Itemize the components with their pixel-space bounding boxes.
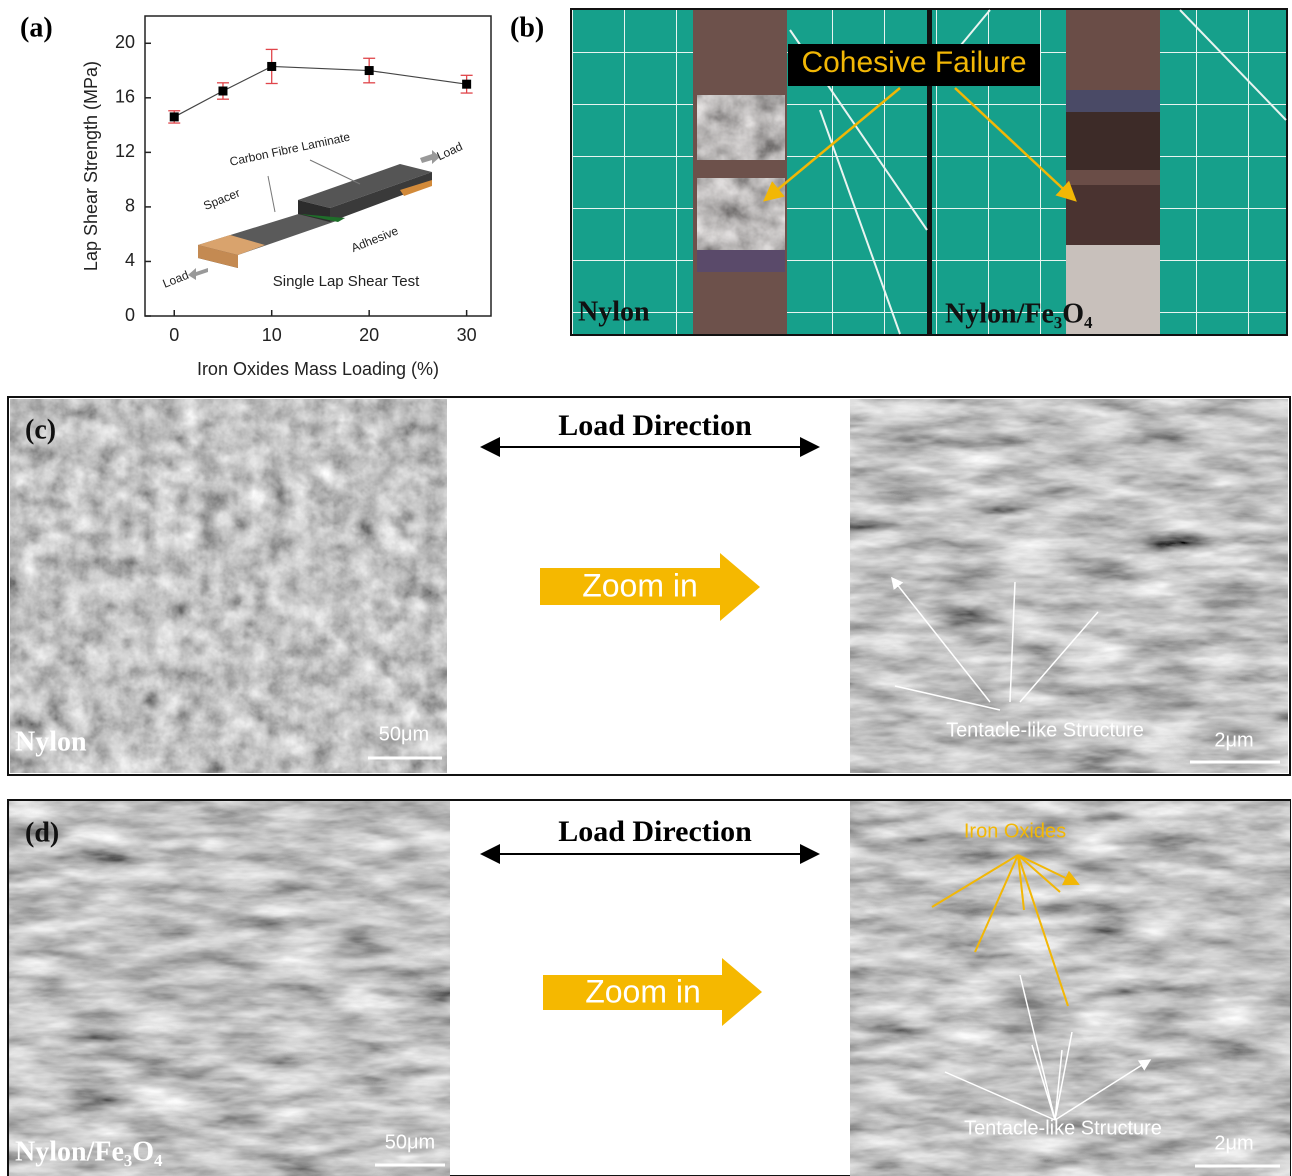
panel-a: (a) Lap Shear Strength (MPa) Iron Oxides… <box>20 12 491 378</box>
panel-label: (c) <box>25 414 56 445</box>
callout: Cohesive Failure <box>801 46 1026 79</box>
feature-label: Tentacle-like Structure <box>946 719 1144 741</box>
particles-label: Iron Oxides <box>964 820 1066 842</box>
annotation: Load <box>161 268 191 291</box>
zoom-label: Zoom in <box>585 973 701 1009</box>
x-tick-label: 20 <box>359 325 379 345</box>
x-tick-label: 10 <box>262 325 282 345</box>
plot-frame <box>145 16 491 316</box>
x-tick-label: 0 <box>169 325 179 345</box>
feature-label: Tentacle-like Structure <box>964 1117 1162 1139</box>
y-tick-label: 20 <box>115 32 135 52</box>
panel-label: (a) <box>20 12 53 43</box>
scale-label: 2μm <box>1214 1132 1253 1154</box>
data-point <box>267 62 276 71</box>
caption: Nylon <box>15 726 87 757</box>
lap-shear-schematic <box>188 150 440 280</box>
direction-label: Load Direction <box>558 409 752 442</box>
annotation: Load <box>435 139 465 163</box>
annotation: Spacer <box>201 186 242 213</box>
panel-label: (b) <box>510 12 544 43</box>
direction-label: Load Direction <box>558 815 752 848</box>
caption: Nylon/Fe₃O₄ <box>945 298 1093 329</box>
data-point <box>462 80 471 89</box>
series-line <box>174 66 466 116</box>
y-tick-label: 12 <box>115 141 135 161</box>
figure: (a) Lap Shear Strength (MPa) Iron Oxides… <box>0 0 1292 1176</box>
annotation: Carbon Fibre Laminate <box>228 130 351 169</box>
y-tick-label: 4 <box>125 250 135 270</box>
y-tick-label: 0 <box>125 305 135 325</box>
caption: Nylon <box>578 296 650 327</box>
panel-b: (b) Cohesive Failure Nylon Nylon/Fe₃O₄ <box>510 8 1288 336</box>
panel-label: (d) <box>25 817 59 848</box>
y-tick-label: 8 <box>125 196 135 216</box>
annotation: Single Lap Shear Test <box>273 273 420 290</box>
panel-d: (d) Load Direction Zoom in Nylon/Fe₃O₄ 5… <box>8 800 1290 1176</box>
panel-c: (c) Load Direction Zoom in Nylon 50μm Te… <box>8 397 1290 775</box>
data-point <box>218 87 227 96</box>
annotation: Adhesive <box>349 223 400 255</box>
y-tick-label: 16 <box>115 87 135 107</box>
x-tick-label: 30 <box>457 325 477 345</box>
scale-label: 2μm <box>1214 729 1253 751</box>
zoom-label: Zoom in <box>582 567 698 603</box>
data-point <box>170 112 179 121</box>
data-point <box>365 66 374 75</box>
y-axis-title: Lap Shear Strength (MPa) <box>81 61 101 271</box>
x-axis-title: Iron Oxides Mass Loading (%) <box>197 359 439 379</box>
scale-label: 50μm <box>379 723 429 745</box>
scale-label: 50μm <box>385 1131 435 1153</box>
caption: Nylon/Fe₃O₄ <box>15 1136 163 1167</box>
